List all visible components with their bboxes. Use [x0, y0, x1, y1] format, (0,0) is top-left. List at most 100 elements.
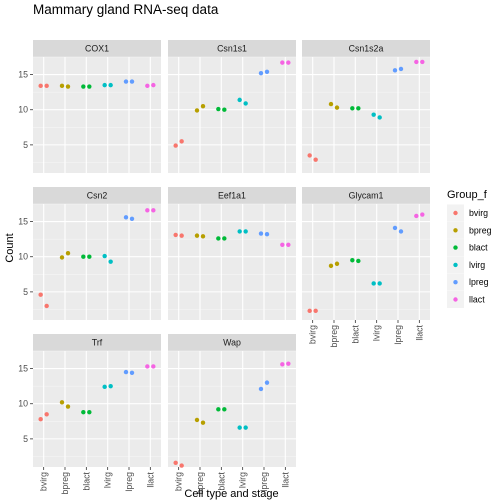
data-point [38, 292, 43, 297]
legend: Group_f bvirg bpreg blact lvirg lpreg llact [447, 189, 492, 308]
data-point [173, 143, 178, 148]
data-point [216, 236, 221, 241]
facet-strip [168, 187, 296, 204]
facet-panel: Csn2 5 10 15 [18, 187, 161, 320]
facet-panel: COX1 5 10 15 [18, 40, 161, 173]
x-tick-label: blact [216, 471, 226, 490]
legend-swatch [453, 262, 458, 268]
legend-swatch [453, 228, 458, 233]
y-tick-label: 5 [23, 287, 28, 297]
legend-swatch [453, 280, 458, 285]
x-tick-label: lvirg [103, 472, 113, 488]
facet-panel: Eef1a1 [168, 187, 296, 320]
data-point [81, 409, 86, 415]
data-point [371, 281, 376, 286]
data-point [264, 232, 270, 237]
x-tick-label: lpreg [259, 472, 269, 492]
data-point [102, 82, 107, 88]
data-point [194, 417, 200, 423]
data-point [65, 251, 71, 256]
data-point [87, 409, 92, 415]
facet-strip [168, 334, 296, 351]
x-tick-label: llact [280, 471, 290, 487]
data-point [38, 83, 43, 89]
y-tick-label: 5 [23, 140, 28, 150]
data-point [377, 281, 382, 286]
data-point [222, 107, 227, 112]
facet-strip [302, 40, 430, 57]
data-point [392, 68, 398, 73]
legend-label: llact [469, 295, 485, 305]
legend-label: lpreg [469, 277, 489, 287]
data-point [280, 362, 285, 367]
facet-strip-label: Csn2 [87, 191, 108, 201]
x-tick-label: bvirg [39, 472, 49, 491]
data-point [258, 231, 264, 236]
data-point [286, 361, 291, 366]
data-point [123, 79, 129, 84]
data-point [38, 416, 43, 422]
data-point [243, 425, 248, 430]
panel-background [33, 204, 161, 320]
facet-strip-label: Csn1s2a [349, 44, 384, 54]
x-tick-label: lvirg [372, 325, 382, 341]
facet-panel: Trf 5 10 15 bvirg bpreg blact lvirg lpreg llact [18, 334, 161, 495]
data-point [258, 386, 264, 392]
facet-strip-label: Wap [223, 338, 241, 348]
x-tick-label: bvirg [174, 472, 184, 491]
data-point [243, 101, 248, 106]
data-point [280, 60, 285, 65]
data-point [280, 242, 285, 247]
data-point [194, 233, 200, 238]
data-point [420, 212, 425, 217]
x-tick-label: lpreg [124, 472, 134, 492]
data-point [179, 463, 184, 468]
facet-panel: Csn1s1 [168, 40, 296, 173]
data-point [264, 380, 270, 385]
data-point [307, 153, 312, 158]
y-tick-label: 5 [23, 434, 28, 444]
data-point [420, 59, 425, 65]
data-point [414, 213, 419, 219]
panel-background [168, 204, 296, 320]
x-tick-label: bpreg [195, 472, 205, 495]
data-point [145, 364, 150, 369]
x-tick-label: bvirg [308, 325, 318, 344]
data-point [398, 229, 404, 234]
data-point [237, 97, 242, 103]
data-point [65, 404, 71, 409]
data-point [59, 400, 65, 405]
panel-background [302, 204, 430, 320]
data-point [237, 229, 242, 234]
data-point [334, 261, 340, 266]
data-point [264, 69, 270, 74]
x-tick-label: bpreg [60, 472, 70, 495]
x-tick-label: llact [414, 324, 424, 340]
data-point [350, 106, 355, 111]
data-point [129, 370, 135, 375]
data-point [307, 308, 312, 314]
data-point [200, 234, 206, 239]
legend-label: blact [469, 243, 488, 253]
facet-panel: Glycam1 bvirg bpreg blact lvirg lpreg llact [302, 187, 430, 348]
legend-label: lvirg [469, 260, 485, 270]
x-tick-label: lvirg [238, 472, 248, 488]
x-tick-label: lpreg [393, 325, 403, 345]
facet-strip [33, 40, 161, 57]
x-tick-label: blact [350, 324, 360, 343]
data-point [216, 106, 221, 112]
y-axis-title: Count [4, 233, 16, 262]
data-point [179, 139, 184, 144]
x-tick-label: llact [145, 471, 155, 487]
data-point [243, 229, 248, 234]
data-point [102, 384, 107, 390]
data-point [334, 105, 340, 110]
data-point [123, 215, 129, 220]
chart-title: Mammary gland RNA-seq data [33, 2, 219, 17]
facet-strip-label: Eef1a1 [218, 191, 246, 201]
legend-label: bpreg [469, 225, 492, 235]
data-point [258, 70, 264, 76]
panel-background [302, 57, 430, 173]
data-point [151, 364, 156, 369]
